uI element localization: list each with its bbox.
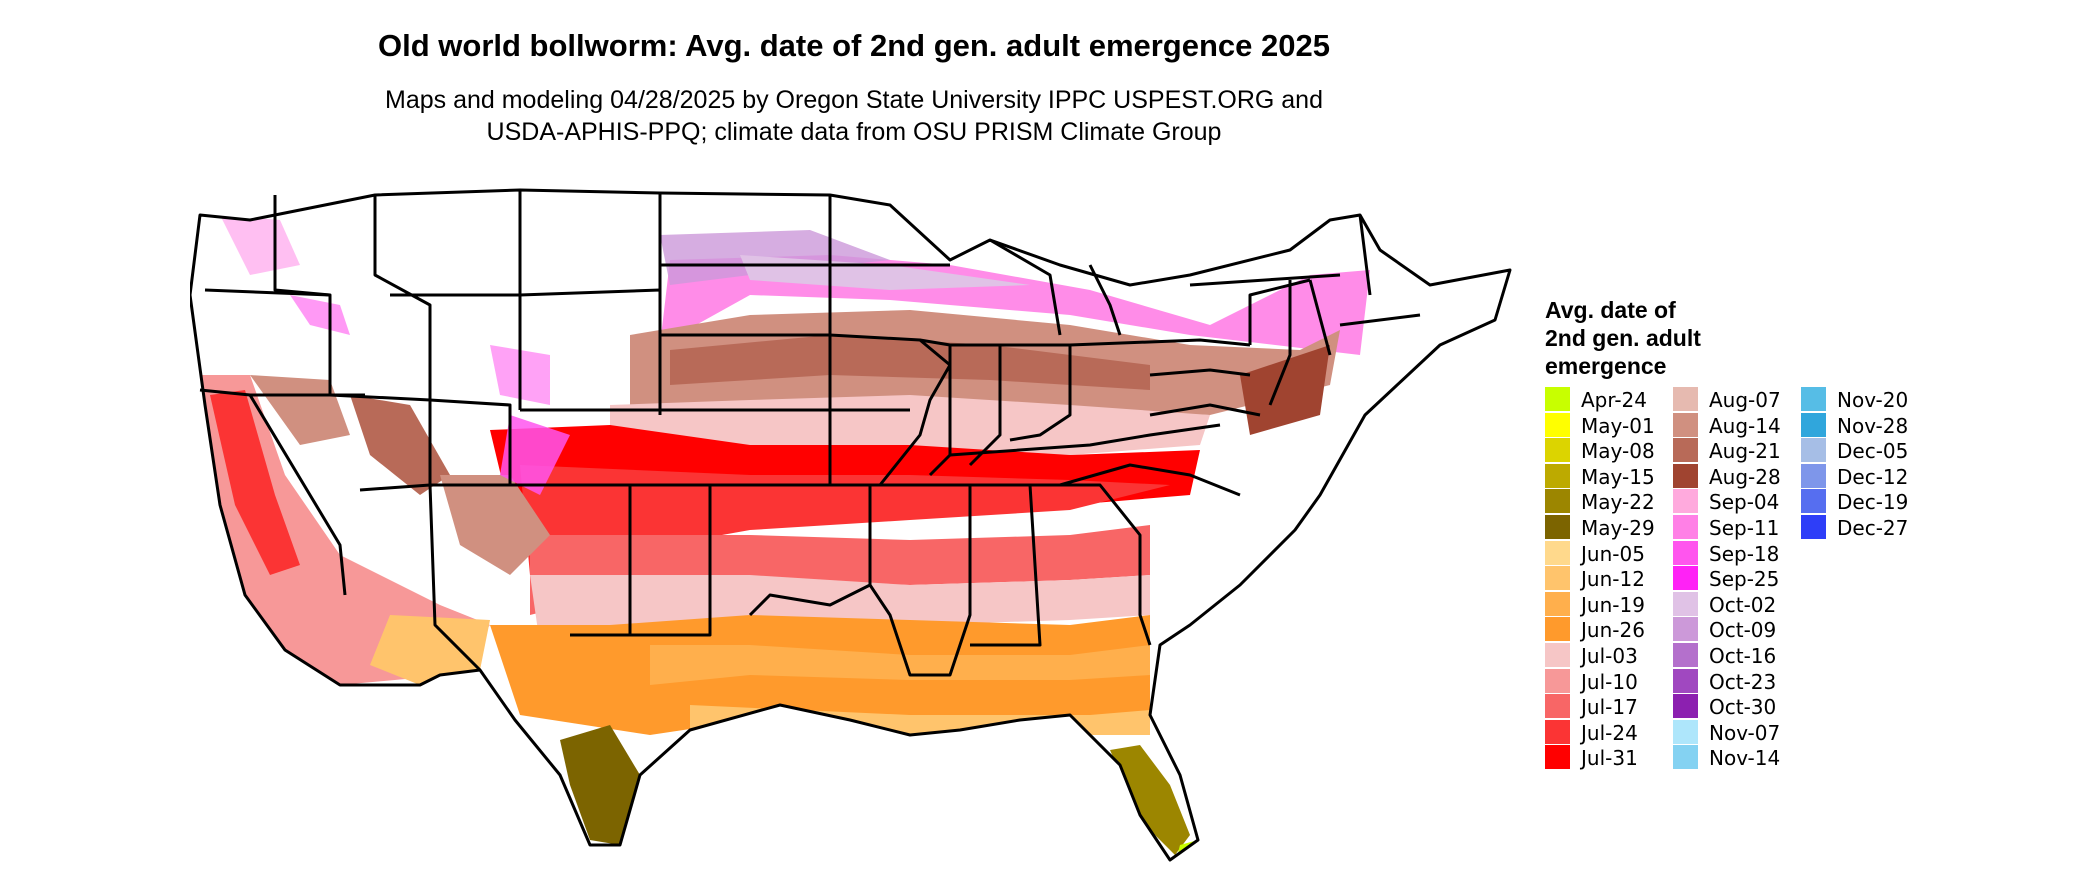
legend-swatch [1673,591,1698,616]
legend-label: Aug-07 [1709,388,1781,412]
legend-swatch [1673,387,1698,411]
legend-swatch [1545,514,1570,539]
legend-swatch [1673,745,1698,770]
legend-label: Oct-02 [1709,592,1777,617]
legend-label: Dec-27 [1837,515,1909,540]
legend-swatch [1545,617,1570,642]
legend-label: Sep-11 [1709,515,1780,540]
legend-swatch [1545,642,1570,667]
legend-swatch [1801,514,1826,539]
legend-label: Jul-31 [1581,746,1638,771]
legend-swatch [1545,566,1570,591]
legend-label: Sep-18 [1709,541,1780,566]
legend-swatch [1801,438,1826,463]
legend-swatch [1545,463,1570,488]
legend-label: Nov-07 [1709,720,1781,745]
state-boundaries [190,188,1512,862]
legend-label: Aug-21 [1709,439,1781,464]
map-subtitle: Maps and modeling 04/28/2025 by Oregon S… [0,84,1708,148]
legend-swatch [1673,694,1698,719]
legend-label: Jun-26 [1581,618,1645,643]
legend-title-line: 2nd gen. adult [1545,325,1701,351]
legend-swatch [1673,617,1698,642]
legend-label: Aug-28 [1709,464,1781,489]
legend-label: Aug-14 [1709,413,1781,438]
legend-label: Oct-16 [1709,643,1777,668]
legend-title-line: emergence [1545,353,1667,379]
legend-swatch [1673,438,1698,463]
legend-swatch [1545,745,1570,770]
legend-swatch [1545,489,1570,514]
legend-label: Oct-23 [1709,669,1777,694]
legend-swatch [1673,719,1698,744]
legend-label: May-22 [1581,490,1655,515]
legend-swatch [1673,463,1698,488]
subtitle-line-2: USDA-APHIS-PPQ; climate data from OSU PR… [486,118,1222,146]
legend-swatch [1545,412,1570,437]
legend-swatch [1801,412,1826,437]
legend-label: Oct-09 [1709,618,1777,643]
legend-label: May-01 [1581,413,1655,438]
legend-swatch [1801,489,1826,514]
legend-title: Avg. date of 2nd gen. adult emergence [1545,296,1765,380]
legend-swatch [1801,463,1826,488]
legend-swatch [1673,540,1698,565]
legend-label: Apr-24 [1581,388,1647,412]
legend-swatch [1673,566,1698,591]
legend-label: Sep-04 [1709,490,1780,515]
legend-swatch [1545,387,1570,411]
legend-label: Nov-20 [1837,388,1909,412]
legend-label: Jun-05 [1581,541,1645,566]
legend-label: Nov-14 [1709,746,1781,771]
legend-title-line: Avg. date of [1545,297,1676,323]
legend-swatch [1673,514,1698,539]
legend-label: Dec-19 [1837,490,1909,515]
legend-label: Sep-25 [1709,567,1780,592]
legend-swatch [1545,668,1570,693]
legend-label: Jun-12 [1581,567,1645,592]
legend-swatch [1545,591,1570,616]
legend-label: May-08 [1581,439,1655,464]
legend-swatch [1545,540,1570,565]
legend-swatch [1673,642,1698,667]
legend-swatch [1673,668,1698,693]
legend-label: Jul-24 [1581,720,1638,745]
legend-label: Jul-03 [1581,643,1638,668]
legend-swatch [1801,387,1826,411]
us-emergence-map [190,188,1512,862]
legend-label: Oct-30 [1709,695,1777,720]
subtitle-line-1: Maps and modeling 04/28/2025 by Oregon S… [385,86,1323,114]
legend-label: Nov-28 [1837,413,1909,438]
legend-swatch [1545,438,1570,463]
legend-label: May-29 [1581,515,1655,540]
legend-label: Dec-05 [1837,439,1909,464]
legend-swatch [1673,412,1698,437]
legend-label: Jul-10 [1581,669,1638,694]
legend-label: Dec-12 [1837,464,1909,489]
map-title: Old world bollworm: Avg. date of 2nd gen… [378,28,1330,63]
legend-label: Jun-19 [1581,592,1645,617]
legend-swatch [1545,719,1570,744]
legend-label: May-15 [1581,464,1655,489]
legend-swatch [1673,489,1698,514]
legend-label: Jul-17 [1581,695,1638,720]
legend-swatch [1545,694,1570,719]
